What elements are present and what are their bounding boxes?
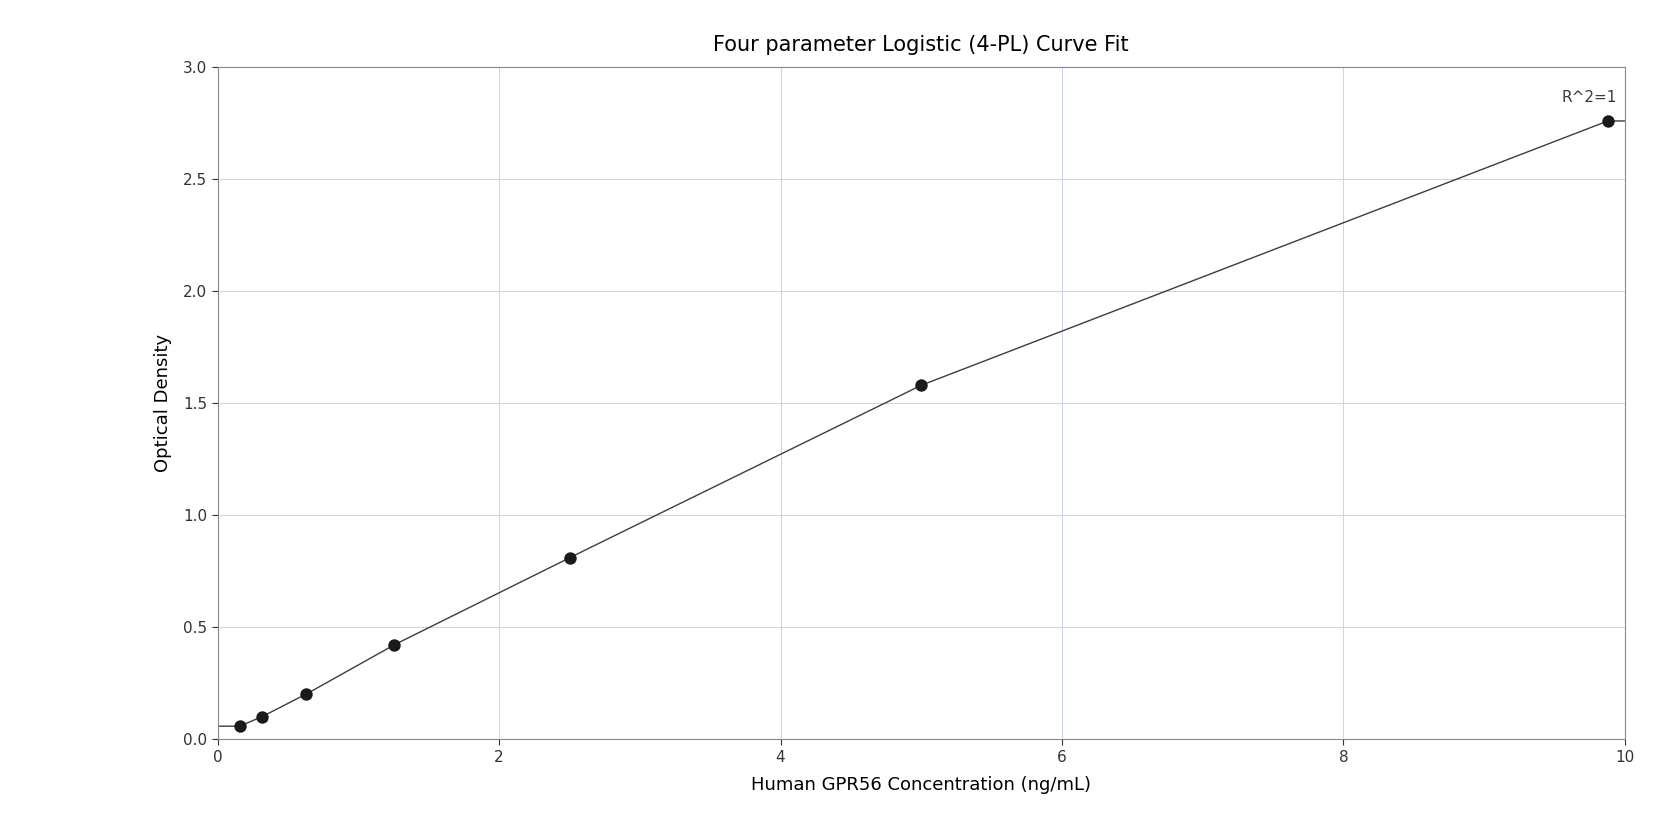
Point — [1595, 114, 1621, 128]
Point — [248, 710, 275, 723]
Point — [380, 638, 407, 652]
Title: Four parameter Logistic (4-PL) Curve Fit: Four parameter Logistic (4-PL) Curve Fit — [714, 34, 1129, 55]
X-axis label: Human GPR56 Concentration (ng/mL): Human GPR56 Concentration (ng/mL) — [752, 775, 1090, 794]
Point — [908, 379, 935, 392]
Point — [556, 551, 583, 564]
Point — [226, 720, 253, 733]
Y-axis label: Optical Density: Optical Density — [154, 334, 173, 472]
Point — [291, 688, 318, 701]
Text: R^2=1: R^2=1 — [1561, 90, 1616, 105]
